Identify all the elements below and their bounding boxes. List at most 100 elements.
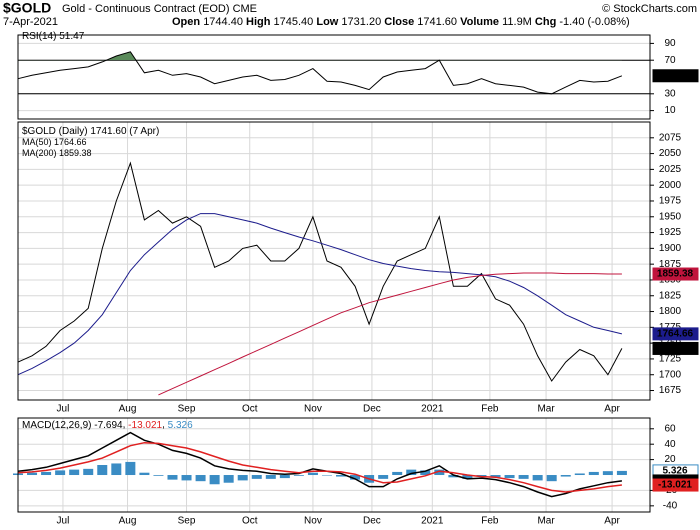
quote-label: Low xyxy=(316,16,338,28)
y-tick-label: 1800 xyxy=(659,306,682,317)
histogram-bar xyxy=(167,475,178,480)
quote-value: -1.40 (-0.08%) xyxy=(559,16,629,28)
histogram-bar xyxy=(532,475,543,481)
value-tag-label: 1764.66 xyxy=(657,329,694,340)
histogram-bar xyxy=(321,475,332,476)
histogram-bar xyxy=(378,475,389,479)
y-tick-label: 10 xyxy=(664,105,676,116)
value-tag-label: 1741.60 xyxy=(657,343,694,354)
value-tag xyxy=(652,478,699,492)
series-line xyxy=(17,213,623,376)
series-line xyxy=(17,441,622,493)
series-line xyxy=(158,272,622,396)
x-tick-label: Nov xyxy=(304,404,322,415)
histogram-bar xyxy=(574,473,585,476)
rsi-legend: RSI(14) 51.47 xyxy=(22,31,85,42)
histogram-bar xyxy=(448,475,459,478)
series-line xyxy=(17,161,623,382)
histogram-bar xyxy=(504,475,515,479)
ma50-legend: MA(50) 1764.66 xyxy=(22,137,87,147)
histogram-bar xyxy=(602,471,613,476)
y-tick-label: 70 xyxy=(664,55,676,66)
panel-frame xyxy=(17,121,651,401)
histogram-bar xyxy=(279,475,290,479)
histogram-bar xyxy=(223,475,234,483)
y-tick-label: 60 xyxy=(664,423,676,434)
instrument-name: Gold - Continuous Contract (EOD) CME xyxy=(62,3,257,15)
y-tick-label: 20 xyxy=(664,454,676,465)
quote-value: 11.9M xyxy=(502,16,532,28)
y-tick-label: 30 xyxy=(664,88,676,99)
x-tick-label: Mar xyxy=(537,404,555,415)
y-tick-label: 2050 xyxy=(659,148,682,159)
histogram-bar xyxy=(251,475,262,479)
histogram-bar xyxy=(125,461,136,476)
histogram-bar xyxy=(83,468,94,476)
ma200-legend: MA(200) 1859.38 xyxy=(22,148,92,158)
histogram-bar xyxy=(195,475,206,482)
histogram-bar xyxy=(307,472,318,476)
value-tag xyxy=(652,69,699,83)
histogram-bar xyxy=(560,475,571,477)
x-tick-label: Apr xyxy=(604,516,620,527)
macd-legend: MACD(12,26,9) -7.694, -13.021, 5.326 xyxy=(22,420,193,431)
y-tick-label: 1950 xyxy=(659,211,682,222)
copyright: © StockCharts.com xyxy=(602,3,697,15)
histogram-bar xyxy=(616,470,627,476)
value-tag xyxy=(652,267,699,281)
quote-value: 1745.40 xyxy=(274,16,314,28)
y-tick-label: 2075 xyxy=(659,132,682,143)
value-tag-label: 1859.38 xyxy=(657,269,694,280)
value-tag xyxy=(652,341,699,355)
histogram-bar xyxy=(462,475,473,479)
value-tag-label: 51.47 xyxy=(662,70,687,81)
y-tick-label: 1725 xyxy=(659,354,682,365)
quote-label: High xyxy=(246,16,271,28)
histogram-bar xyxy=(69,469,80,476)
histogram-bar xyxy=(265,475,276,479)
y-tick-label: 1825 xyxy=(659,290,682,301)
histogram-bar xyxy=(41,471,52,476)
x-tick-label: Aug xyxy=(119,516,137,527)
panel-frame xyxy=(17,417,651,513)
y-tick-label: 1700 xyxy=(659,369,682,380)
y-tick-label: 1900 xyxy=(659,243,682,254)
panel-frame xyxy=(17,34,651,120)
y-tick-label: 1975 xyxy=(659,196,682,207)
histogram-bar xyxy=(237,475,248,481)
histogram-bar xyxy=(27,472,38,476)
histogram-bar xyxy=(97,465,108,476)
histogram-bar xyxy=(293,475,304,476)
y-tick-label: -40 xyxy=(663,500,678,511)
histogram-bar xyxy=(490,475,501,478)
x-tick-label: Jul xyxy=(57,516,70,527)
y-tick-label: 2025 xyxy=(659,164,682,175)
histogram-bar xyxy=(181,475,192,481)
histogram-bar xyxy=(336,475,347,477)
symbol: $GOLD xyxy=(3,0,51,16)
histogram-bar xyxy=(518,475,529,479)
quote-value: 1741.60 xyxy=(417,16,457,28)
quote-value: 1731.20 xyxy=(341,16,381,28)
x-tick-label: Sep xyxy=(178,516,196,527)
panels: 90 70 30 10 Jul Aug Sep Oct Nov Dec 2021 Feb Mar Apr 2… xyxy=(13,34,699,527)
histogram-bar xyxy=(350,475,361,480)
quote-label: Chg xyxy=(535,16,556,28)
quote-label: Volume xyxy=(460,16,499,28)
x-tick-label: Sep xyxy=(178,404,196,415)
x-tick-label: 2021 xyxy=(421,404,444,415)
histogram-bar xyxy=(153,475,164,476)
histogram-bar xyxy=(546,475,557,482)
histogram-bar xyxy=(392,471,403,476)
histogram-bar xyxy=(476,475,487,477)
y-tick-label: 1675 xyxy=(659,385,682,396)
histogram-bar xyxy=(434,469,445,476)
x-tick-label: Oct xyxy=(242,516,258,527)
y-tick-label: 1875 xyxy=(659,259,682,270)
histogram-bar xyxy=(406,469,417,476)
quote-label: Open xyxy=(172,16,200,28)
x-tick-label: Feb xyxy=(481,404,499,415)
histogram-bar xyxy=(111,463,122,476)
histogram-bar xyxy=(420,470,431,476)
